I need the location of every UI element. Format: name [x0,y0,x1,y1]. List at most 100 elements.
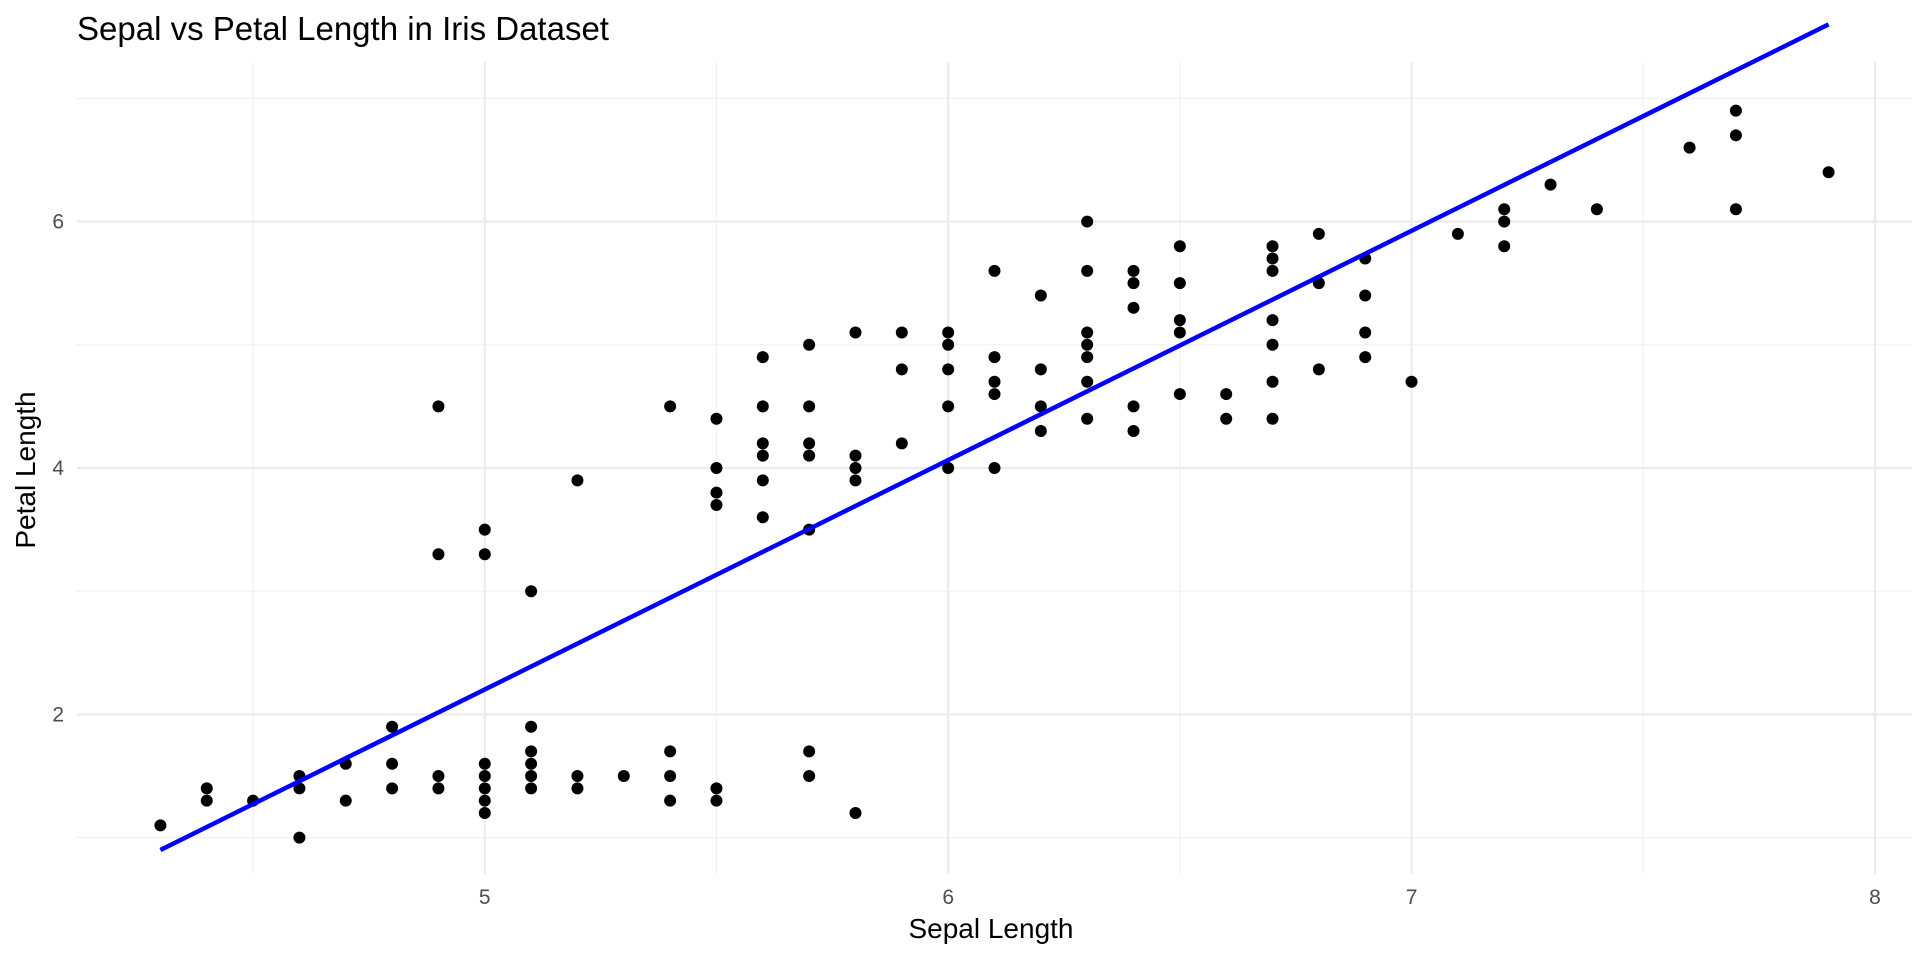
data-point [803,338,816,351]
data-point [1729,203,1742,216]
data-point [1544,178,1557,191]
data-point [478,548,491,561]
data-point [756,437,769,450]
data-point [1266,314,1279,327]
data-point [756,511,769,524]
data-point [710,498,723,511]
data-point [710,794,723,807]
data-point [1312,227,1325,240]
y-tick-label: 2 [52,703,64,726]
data-point [942,338,955,351]
data-point [1359,326,1372,339]
data-point [849,326,862,339]
data-point [710,486,723,499]
data-point [1173,277,1186,290]
data-point [1590,203,1603,216]
data-point [1034,400,1047,413]
data-point [478,794,491,807]
data-point [1081,215,1094,228]
data-point [1127,264,1140,277]
data-point [478,770,491,783]
data-point [664,745,677,758]
tick-labels: 5 6 7 8 2 4 6 [52,211,1880,909]
data-point [571,770,584,783]
data-point [1173,240,1186,253]
data-point [525,720,538,733]
data-point [803,449,816,462]
y-tick-label: 6 [52,211,64,234]
data-point [293,782,306,795]
data-point [849,462,862,474]
data-point [756,474,769,487]
data-point [1266,252,1279,265]
data-point [386,720,399,733]
data-point [988,462,1001,474]
data-point [1127,400,1140,413]
data-point [525,585,538,598]
data-point [942,363,955,376]
data-point [1266,338,1279,351]
data-point [1498,240,1511,253]
data-point [664,794,677,807]
data-point [1173,388,1186,401]
data-point [1359,289,1372,302]
data-point [1127,425,1140,438]
data-point [1729,129,1742,142]
data-point [1266,264,1279,277]
data-point [895,437,908,450]
data-point [664,770,677,783]
data-point [200,794,213,807]
data-point [849,474,862,487]
data-point [617,770,630,783]
data-point [942,326,955,339]
data-point [756,351,769,364]
data-point [1729,104,1742,117]
data-point [988,375,1001,388]
data-point [988,264,1001,277]
data-point [710,782,723,795]
data-point [293,831,306,844]
data-point [988,351,1001,364]
data-point [1405,375,1418,388]
data-point [386,757,399,770]
data-point [1127,301,1140,314]
data-point [756,449,769,462]
chart-title: Sepal vs Petal Length in Iris Dataset [77,10,609,47]
data-point [478,523,491,536]
data-point [525,770,538,783]
data-point [525,757,538,770]
data-points [154,104,1835,844]
data-point [525,745,538,758]
data-point [895,326,908,339]
data-point [1498,215,1511,228]
data-point [200,782,213,795]
x-tick-label: 5 [479,886,491,909]
data-point [1266,240,1279,253]
data-point [710,412,723,425]
data-point [1081,375,1094,388]
data-point [1081,264,1094,277]
data-point [432,400,445,413]
data-point [154,819,167,832]
data-point [571,782,584,795]
data-point [1173,314,1186,327]
data-point [1451,227,1464,240]
data-point [1127,277,1140,290]
data-point [803,437,816,450]
data-point [1220,388,1233,401]
y-axis-title: Petal Length [10,391,41,548]
data-point [478,807,491,820]
data-point [478,757,491,770]
data-point [803,745,816,758]
data-point [895,363,908,376]
data-point [525,782,538,795]
trendline [159,22,1830,852]
data-point [756,400,769,413]
data-point [432,782,445,795]
data-point [432,548,445,561]
data-point [1034,425,1047,438]
data-point [942,462,955,474]
data-point [849,449,862,462]
data-point [1220,412,1233,425]
